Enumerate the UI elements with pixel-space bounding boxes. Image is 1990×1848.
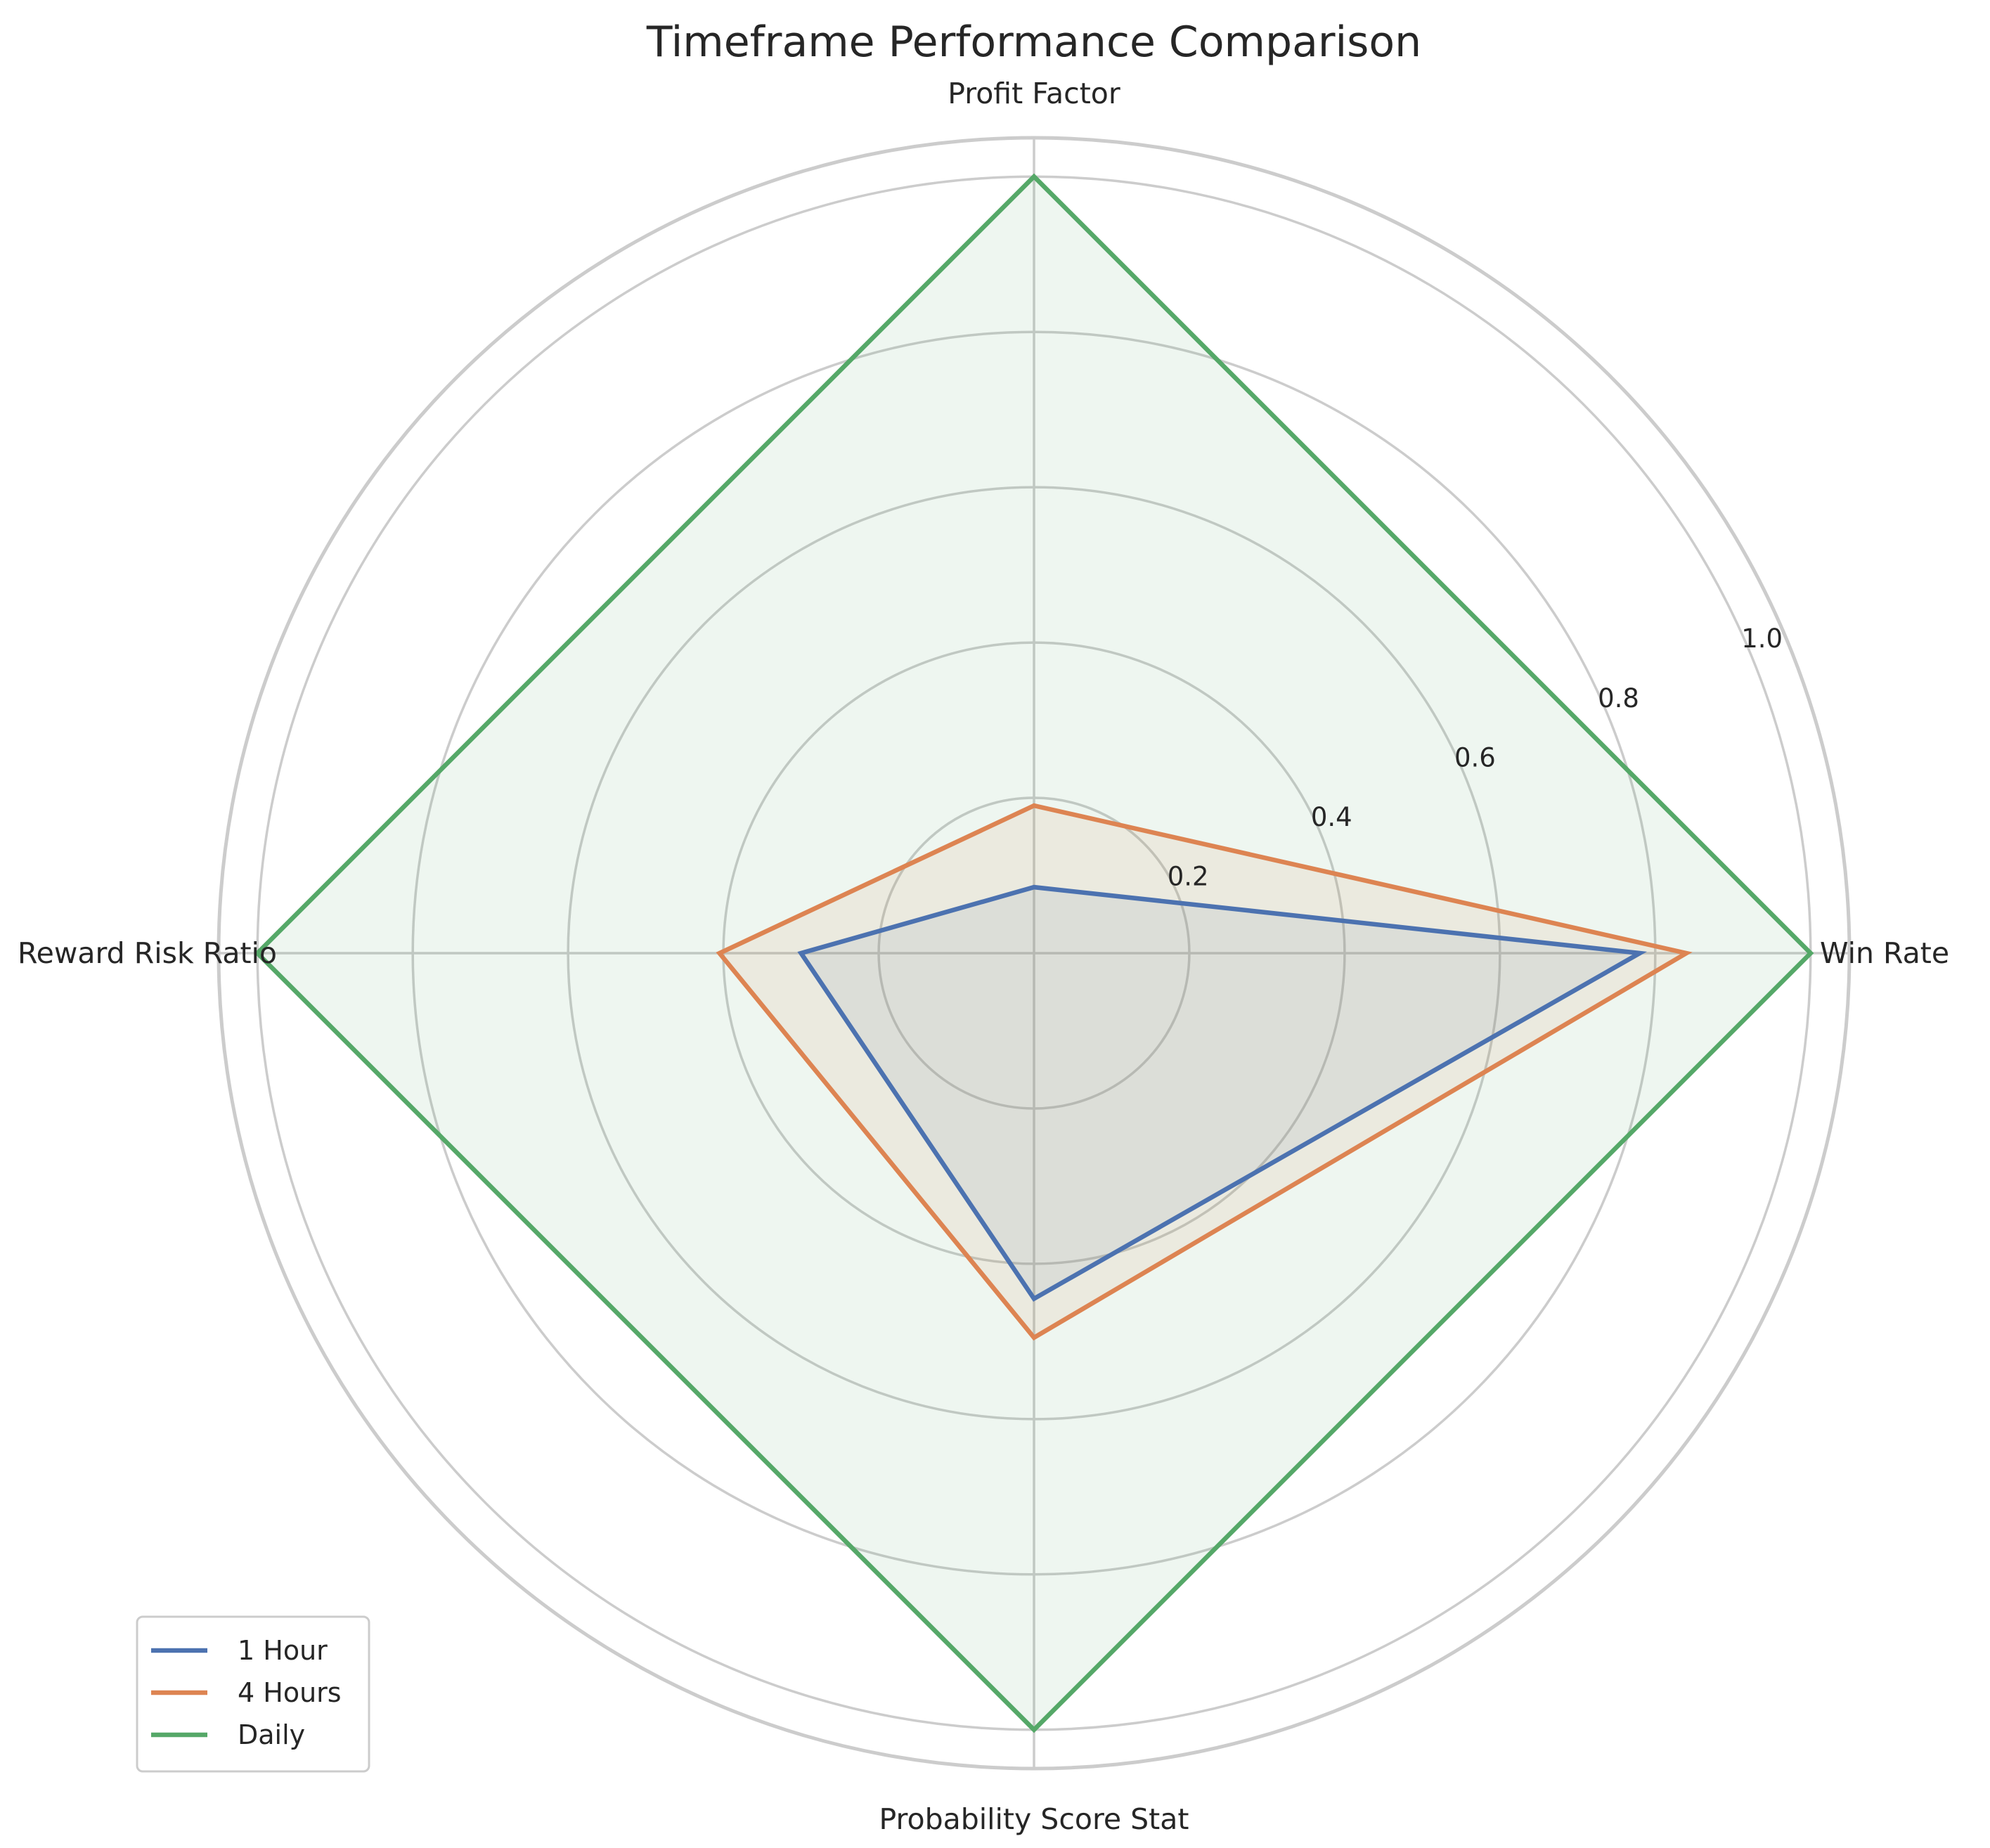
series-line-1: [716, 803, 1693, 1341]
series-line-0: [797, 884, 1648, 1302]
series-fill-2: [257, 176, 1811, 1730]
category-label-0: Win Rate: [1820, 936, 1949, 970]
r-tick-label-3: 0.8: [1598, 683, 1639, 713]
r-tick-label-1: 0.4: [1311, 802, 1352, 832]
chart-title: Timeframe Performance Comparison: [646, 18, 1421, 67]
series-fill-1: [719, 806, 1686, 1338]
category-label-2: Reward Risk Ratio: [18, 936, 277, 970]
legend-label-1: 4 Hours: [238, 1677, 342, 1708]
category-label-3: Probability Score Stat: [879, 1802, 1189, 1836]
r-tick-label-0: 0.2: [1168, 861, 1209, 891]
legend: 1 Hour 4 Hours Daily: [136, 1615, 370, 1773]
legend-label-2: Daily: [238, 1719, 305, 1750]
r-tick-label-2: 0.6: [1454, 742, 1496, 773]
legend-label-0: 1 Hour: [238, 1635, 328, 1666]
r-tick-label-4: 1.0: [1741, 623, 1783, 654]
series-line-2: [254, 173, 1814, 1733]
series-fill-0: [801, 887, 1640, 1299]
series-layer: [254, 173, 1814, 1733]
axis-labels: Win Rate Profit Factor Reward Risk Ratio Pr…: [18, 77, 1949, 1836]
category-label-1: Profit Factor: [948, 77, 1120, 110]
